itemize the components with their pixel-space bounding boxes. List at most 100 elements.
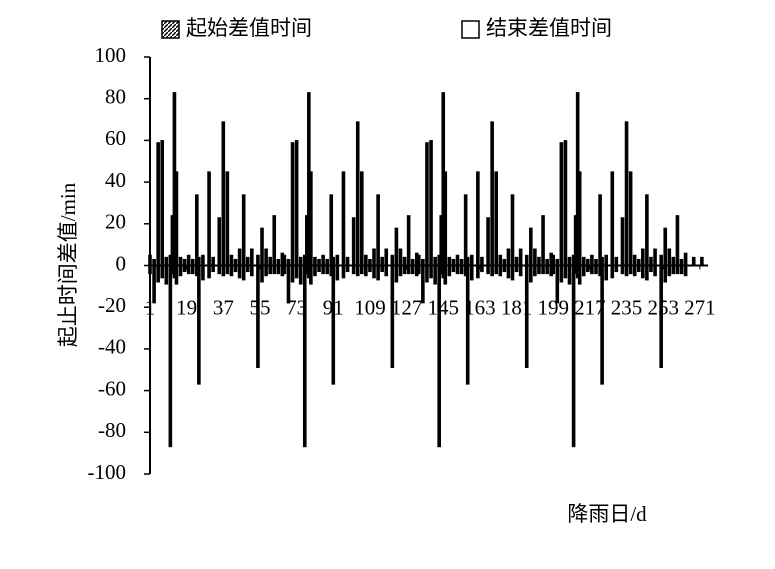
bar xyxy=(186,254,191,266)
bar xyxy=(465,265,470,385)
bar xyxy=(241,265,246,281)
bar xyxy=(667,265,672,277)
bar xyxy=(156,265,160,283)
bar xyxy=(148,254,152,266)
bar xyxy=(178,256,183,266)
bar xyxy=(309,265,313,285)
bar xyxy=(276,265,281,275)
bar xyxy=(406,265,411,275)
bar xyxy=(282,265,287,275)
bar xyxy=(455,254,460,266)
bar xyxy=(433,265,437,285)
bar xyxy=(510,194,515,266)
bar xyxy=(600,256,604,266)
bar xyxy=(351,217,356,266)
bar xyxy=(359,171,364,266)
x-tick-label: 181 xyxy=(501,295,533,319)
bar xyxy=(168,254,173,266)
bar xyxy=(490,121,494,266)
bar xyxy=(469,265,474,281)
bar xyxy=(298,265,303,285)
bar xyxy=(683,252,688,266)
bar xyxy=(207,265,211,279)
bar xyxy=(455,265,460,275)
bar xyxy=(590,254,594,266)
bar xyxy=(628,265,633,275)
bar xyxy=(506,248,511,266)
bar xyxy=(437,254,441,266)
x-tick-label: 91 xyxy=(323,295,344,319)
bar xyxy=(518,248,523,266)
x-axis-title: 降雨日/d xyxy=(567,502,647,526)
x-tick-label: 1 xyxy=(145,295,156,319)
bar xyxy=(465,256,470,266)
bar xyxy=(282,254,287,266)
bar xyxy=(571,265,576,448)
bar xyxy=(302,265,307,448)
bar xyxy=(443,171,448,266)
bar xyxy=(537,256,541,266)
bar xyxy=(486,217,490,266)
bar xyxy=(164,265,169,285)
bar xyxy=(641,248,645,266)
bar xyxy=(594,265,598,275)
bar xyxy=(197,265,201,385)
y-tick-label: 60 xyxy=(105,126,126,150)
bar xyxy=(335,254,340,266)
bar xyxy=(614,256,619,266)
bar xyxy=(679,265,684,275)
bar xyxy=(700,256,704,266)
bar xyxy=(260,265,264,283)
bar xyxy=(256,254,260,266)
bar xyxy=(335,265,340,281)
bar xyxy=(671,265,676,275)
bar xyxy=(394,265,399,283)
bar xyxy=(649,256,653,266)
bar xyxy=(486,265,490,275)
bar xyxy=(364,265,368,277)
bar xyxy=(380,256,384,266)
legend-swatch xyxy=(461,20,480,39)
bar xyxy=(160,265,165,279)
bar xyxy=(645,194,649,266)
x-tick-label: 73 xyxy=(286,295,307,319)
bar xyxy=(359,265,364,275)
bar xyxy=(325,265,329,275)
x-tick-label: 253 xyxy=(647,295,679,319)
bar xyxy=(551,254,556,266)
bar xyxy=(675,215,680,266)
bar xyxy=(351,265,356,275)
bar xyxy=(628,171,633,266)
bar xyxy=(559,142,564,266)
bar xyxy=(563,265,568,279)
bar xyxy=(250,248,254,266)
bar xyxy=(494,171,499,266)
bar xyxy=(313,265,317,277)
bar xyxy=(195,265,199,277)
bar xyxy=(541,215,545,266)
x-tick-label: 235 xyxy=(611,295,643,319)
x-tick-label: 55 xyxy=(249,295,270,319)
bar xyxy=(425,142,429,266)
bar xyxy=(598,265,602,277)
bar xyxy=(268,265,272,275)
bar xyxy=(443,265,448,285)
bar xyxy=(563,140,568,266)
bar xyxy=(447,256,452,266)
bar xyxy=(398,265,403,277)
bar xyxy=(577,265,582,285)
legend-swatch xyxy=(161,20,180,39)
bar xyxy=(390,254,395,266)
bar xyxy=(302,254,307,266)
x-tick-label: 163 xyxy=(464,295,496,319)
x-tick-label: 37 xyxy=(213,295,234,319)
bar xyxy=(298,256,303,266)
bar xyxy=(229,254,234,266)
bar xyxy=(394,227,399,266)
bar xyxy=(476,171,480,266)
bar xyxy=(577,171,582,266)
legend-label: 起始差值时间 xyxy=(186,16,312,40)
bar xyxy=(514,256,519,266)
bar xyxy=(217,265,222,275)
bar xyxy=(345,256,350,266)
